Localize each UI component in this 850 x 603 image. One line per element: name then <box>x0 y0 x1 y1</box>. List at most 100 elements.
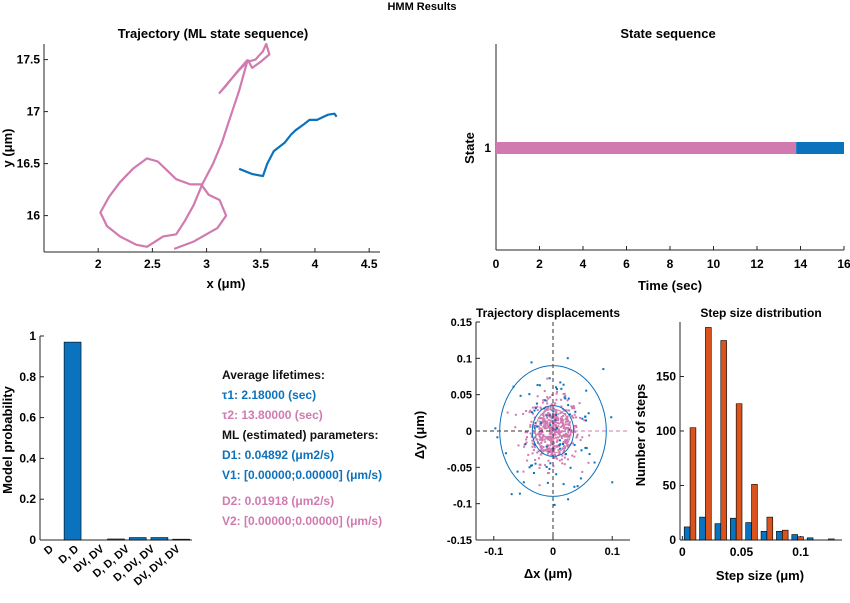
disp-point-s1 <box>548 447 551 450</box>
disp-point-s1 <box>542 445 545 448</box>
disp-point-s2 <box>530 361 533 364</box>
disp-point-s1 <box>567 435 570 438</box>
disp-point-s1 <box>546 396 549 399</box>
disp-point-s1 <box>556 445 559 448</box>
disp-point-s1 <box>563 392 566 395</box>
step-bar-s1-b7 <box>776 530 783 541</box>
disp-point-s2 <box>587 412 590 415</box>
disp-point-s1 <box>538 443 541 446</box>
disp-point-s1 <box>556 416 559 419</box>
disp-point-s1 <box>541 401 544 404</box>
step-bar-s2-b2 <box>705 327 712 541</box>
disp-point-s1 <box>563 463 566 466</box>
disp-point-s1 <box>530 420 533 423</box>
disp-point-s2 <box>540 422 543 425</box>
state-x-tick-label: 12 <box>750 257 764 271</box>
disp-point-s1 <box>533 446 536 449</box>
disp-point-s2 <box>504 452 507 455</box>
disp-point-s1 <box>579 439 582 442</box>
disp-point-s2 <box>593 461 596 464</box>
disp-point-s1 <box>572 405 575 408</box>
step-bar-s1-b2 <box>699 516 706 541</box>
step-bar-s2-b6 <box>766 516 774 541</box>
disp-point-s1 <box>558 451 561 454</box>
disp-point-s1 <box>544 424 547 427</box>
disp-point-s2 <box>562 442 565 445</box>
disp-point-s1 <box>556 418 559 421</box>
disp-point-s2 <box>496 436 499 439</box>
disp-point-s1 <box>540 441 543 444</box>
disp-point-s2 <box>545 414 548 417</box>
disp-point-s2 <box>585 447 588 450</box>
disp-point-s2 <box>528 393 531 396</box>
disp-point-s2 <box>566 357 569 360</box>
disp-point-s1 <box>529 425 532 428</box>
v1-value: V1: [0.00000;0.00000] (μm/s) <box>222 468 383 482</box>
tau1-value: τ1: 2.18000 (sec) <box>222 388 317 402</box>
disp-point-s1 <box>565 416 568 419</box>
disp-point-s1 <box>561 421 564 424</box>
disp-point-s2 <box>560 387 563 390</box>
disp-point-s1 <box>570 431 573 434</box>
disp-point-s1 <box>546 413 549 416</box>
disp-point-s1 <box>529 409 532 412</box>
disp-point-s1 <box>558 459 561 462</box>
state-x-tick-label: 10 <box>707 257 721 271</box>
disp-point-s1 <box>547 412 550 415</box>
disp-point-s1 <box>531 406 534 409</box>
disp-point-s1 <box>537 450 540 453</box>
disp-point-s1 <box>546 424 549 427</box>
disp-point-s1 <box>542 417 545 420</box>
ml-params-label: ML (estimated) parameters: <box>222 428 379 442</box>
disp-point-s1 <box>567 409 570 412</box>
disp-point-s1 <box>552 427 555 430</box>
state-x-tick-label: 16 <box>837 257 850 271</box>
disp-point-s1 <box>587 461 590 464</box>
disp-point-s2 <box>518 492 521 495</box>
prob-y-tick-label: 0.2 <box>19 492 36 506</box>
disp-point-s1 <box>536 405 539 408</box>
disp-point-s1 <box>514 426 517 429</box>
disp-point-s2 <box>555 473 558 476</box>
state-x-tick-label: 8 <box>667 257 674 271</box>
disp-point-s2 <box>545 445 548 448</box>
disp-point-s1 <box>568 434 571 437</box>
step-size-title: Step size distribution <box>700 306 821 320</box>
prob-y-tick-label: 0.6 <box>19 411 36 425</box>
disp-point-s1 <box>538 484 541 487</box>
disp-point-s1 <box>568 423 571 426</box>
disp-point-s1 <box>533 416 536 419</box>
disp-point-s1 <box>564 439 567 442</box>
disp-point-s2 <box>576 485 579 488</box>
disp-point-s1 <box>566 445 569 448</box>
disp-point-s1 <box>550 409 553 412</box>
disp-point-s1 <box>573 407 576 410</box>
step-bar-s2-b8 <box>797 536 804 541</box>
step-bar-s1-b6 <box>760 530 768 541</box>
disp-point-s1 <box>506 411 509 414</box>
disp-point-s1 <box>559 418 562 421</box>
disp-point-s2 <box>567 498 570 501</box>
trajectory-plot: Trajectory (ML state sequence) x (μm) y … <box>0 26 380 291</box>
disp-point-s1 <box>525 441 528 444</box>
disp-point-s1 <box>531 452 534 455</box>
disp-point-s1 <box>547 438 550 441</box>
displacements-title: Trajectory displacements <box>476 306 620 320</box>
disp-point-s1 <box>549 435 552 438</box>
disp-point-s2 <box>584 446 587 449</box>
disp-point-s1 <box>560 415 563 418</box>
disp-point-s1 <box>554 425 557 428</box>
parameters-panel: Average lifetimes: τ1: 2.18000 (sec) τ2:… <box>222 365 437 531</box>
disp-point-s1 <box>557 428 560 431</box>
disp-point-s1 <box>561 417 564 420</box>
disp-point-s1 <box>564 420 567 423</box>
prob-y-tick-label: 1 <box>29 329 36 343</box>
disp-point-s1 <box>544 440 547 443</box>
disp-point-s2 <box>584 419 587 422</box>
disp-point-s1 <box>552 424 555 427</box>
disp-point-s1 <box>528 411 531 414</box>
disp-point-s1 <box>547 448 550 451</box>
trajectory-series-1 <box>99 59 249 250</box>
disp-point-s1 <box>540 447 543 450</box>
